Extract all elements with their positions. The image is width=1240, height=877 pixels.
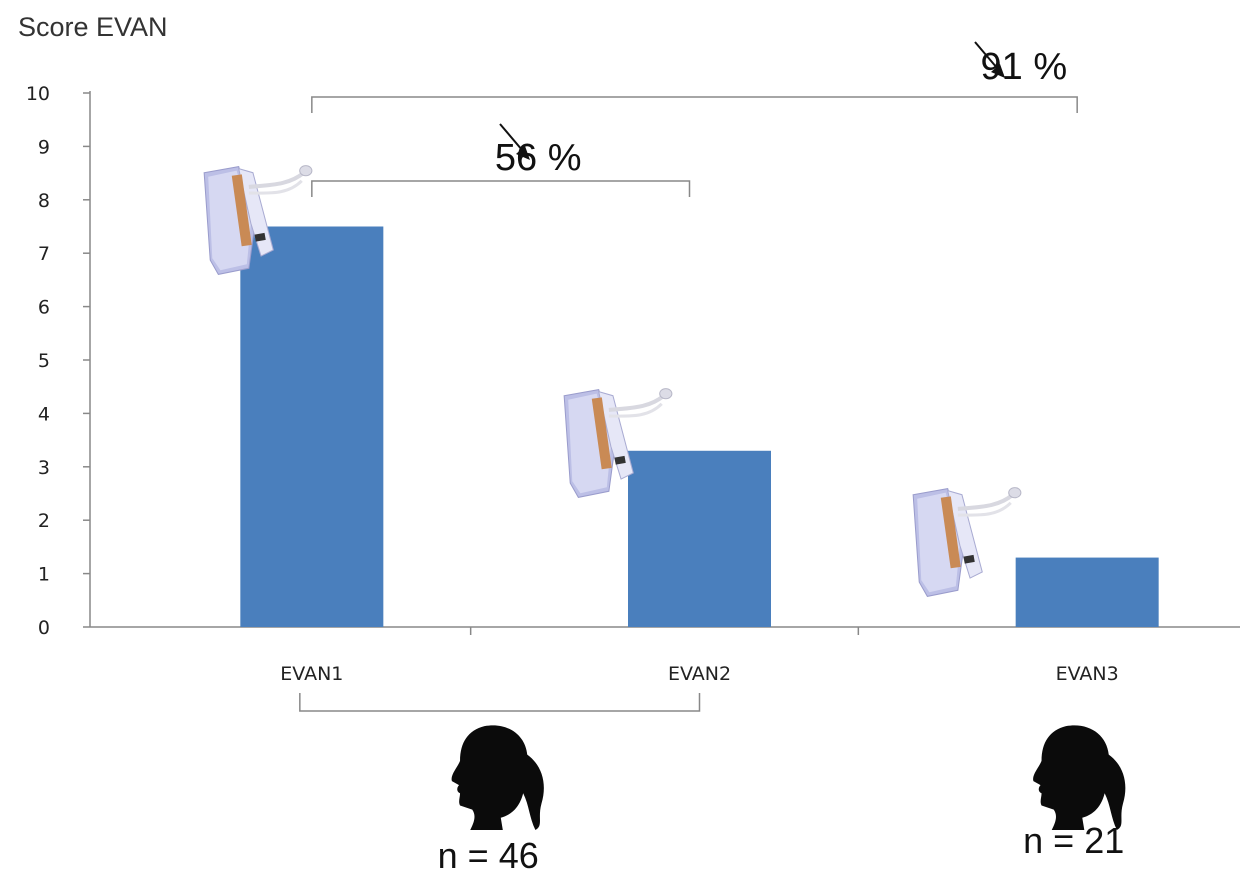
x-tick-label-evan2: EVAN2 xyxy=(668,663,731,685)
bars: EVAN1 EVAN2 EVAN3 xyxy=(240,226,1159,685)
y-tick-label: 8 xyxy=(38,190,50,212)
y-tick-label: 0 xyxy=(38,617,50,639)
comparison-bracket xyxy=(311,180,691,197)
y-tick-label: 4 xyxy=(38,403,50,425)
x-tick-label-evan3: EVAN3 xyxy=(1056,663,1119,685)
y-tick-label: 7 xyxy=(38,243,50,265)
y-axis-title: Score EVAN xyxy=(18,12,168,42)
y-tick-label: 9 xyxy=(38,136,50,158)
group-bracket xyxy=(299,693,701,712)
comparison-label: 56 % xyxy=(495,137,582,179)
y-tick-label: 10 xyxy=(26,83,50,105)
comparison-label: 91 % xyxy=(981,46,1068,88)
x-tick-label-evan1: EVAN1 xyxy=(280,663,343,685)
group-label-evan1-evan2: n = 46 xyxy=(437,835,539,876)
y-tick-label: 6 xyxy=(38,297,50,319)
y-tick-label: 2 xyxy=(38,510,50,532)
icons xyxy=(204,166,1126,830)
device-icon xyxy=(913,488,1021,597)
down-right-arrow-icon xyxy=(974,41,1005,78)
y-tick-label: 3 xyxy=(38,457,50,479)
bar-evan3 xyxy=(1015,557,1159,627)
group-label-evan3: n = 21 xyxy=(1023,820,1125,861)
annotations: 91 % 56 % xyxy=(311,41,1078,197)
y-tick-label: 1 xyxy=(38,564,50,586)
bar-evan2 xyxy=(628,450,771,627)
woman-head-silhouette-icon xyxy=(451,725,544,830)
woman-head-silhouette-icon xyxy=(1033,725,1126,830)
down-right-arrow-icon xyxy=(499,123,530,160)
y-tick-label: 5 xyxy=(38,350,50,372)
comparison-bracket xyxy=(311,96,1078,113)
bar-evan1 xyxy=(240,226,384,627)
